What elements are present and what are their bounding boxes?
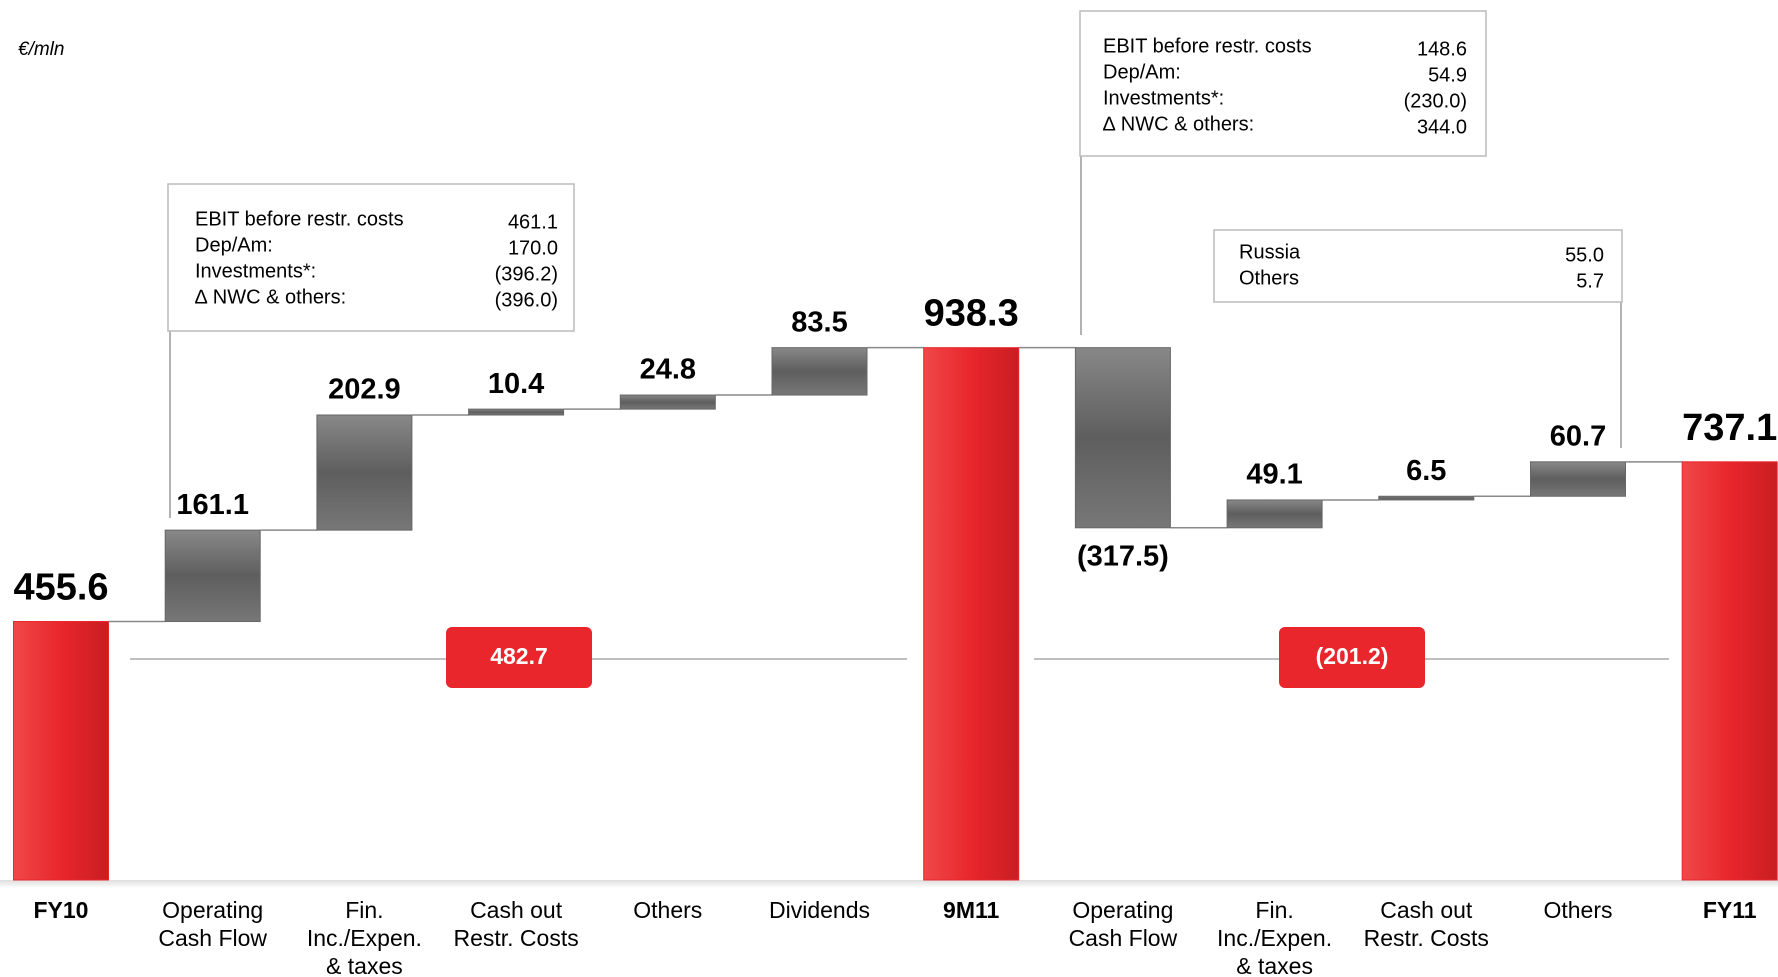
change-bar — [468, 408, 565, 416]
change-bar — [164, 529, 261, 623]
unit-label: €/mln — [18, 39, 64, 60]
note-value: 461.1 — [508, 211, 558, 233]
change-bar — [1226, 499, 1323, 529]
change-bar — [771, 347, 868, 396]
note-label: Dep/Am: — [195, 234, 273, 256]
note-label: Investments*: — [1103, 87, 1224, 109]
note-label: Dep/Am: — [1103, 61, 1181, 83]
sum-box — [1279, 627, 1425, 688]
note-value: (396.2) — [495, 263, 558, 285]
total-bar — [13, 621, 109, 881]
note-label: EBIT before restr. costs — [1103, 35, 1312, 57]
value-label: (317.5) — [1077, 540, 1169, 572]
value-label: 10.4 — [488, 368, 544, 400]
note-value: 148.6 — [1417, 38, 1467, 60]
note-label: ∆ NWC & others: — [195, 286, 346, 308]
baseline — [0, 880, 1778, 888]
x-tick-label: Fin. Inc./Expen. & taxes — [1217, 897, 1333, 977]
x-tick-label: Others — [1543, 897, 1613, 923]
x-tick-label: 9M11 — [943, 897, 1000, 923]
value-label: 83.5 — [791, 306, 847, 338]
change-bar — [1530, 461, 1626, 497]
note-box — [1213, 229, 1623, 303]
note-label: ∆ NWC & others: — [1103, 113, 1254, 135]
total-bar — [1681, 461, 1778, 881]
change-bar — [1074, 347, 1171, 529]
value-label: 737.1 — [1682, 407, 1777, 449]
value-label: 938.3 — [924, 293, 1019, 335]
note-label: Investments*: — [195, 260, 316, 282]
change-bar — [1378, 495, 1475, 501]
value-label: 202.9 — [328, 374, 401, 406]
x-tick-label: Fin. Inc./Expen. & taxes — [306, 897, 422, 977]
value-label: 455.6 — [13, 567, 108, 609]
x-tick-label: FY10 — [33, 897, 89, 923]
x-tick-label: Operating Cash Flow — [1068, 897, 1178, 951]
note-value: 54.9 — [1428, 64, 1467, 86]
value-label: 49.1 — [1246, 459, 1302, 491]
sum-box — [446, 627, 592, 688]
x-tick-label: Dividends — [769, 897, 870, 923]
value-label: 161.1 — [176, 489, 249, 521]
value-label: 24.8 — [640, 354, 696, 386]
note-box — [1079, 10, 1487, 157]
note-value: (230.0) — [1404, 90, 1467, 112]
change-bar — [619, 394, 716, 410]
x-tick-label: Cash out Restr. Costs — [1363, 897, 1489, 951]
change-bar — [316, 414, 413, 531]
value-label: 60.7 — [1550, 420, 1606, 452]
note-box — [167, 183, 575, 332]
note-value: 344.0 — [1417, 116, 1467, 138]
note-label: Others — [1239, 267, 1299, 289]
note-value: 170.0 — [508, 237, 558, 259]
x-tick-label: Operating Cash Flow — [158, 897, 268, 951]
sum-label: (201.2) — [1316, 643, 1389, 669]
value-label: 6.5 — [1406, 455, 1446, 487]
note-label: Russia — [1239, 241, 1301, 263]
x-tick-label: Cash out Restr. Costs — [453, 897, 579, 951]
total-bar — [923, 347, 1020, 881]
note-value: (396.0) — [495, 289, 558, 311]
x-tick-label: FY11 — [1702, 897, 1757, 923]
x-tick-label: Others — [633, 897, 703, 923]
note-value: 5.7 — [1576, 270, 1604, 292]
note-label: EBIT before restr. costs — [195, 208, 404, 230]
note-value: 55.0 — [1565, 244, 1604, 266]
sum-label: 482.7 — [490, 643, 548, 669]
